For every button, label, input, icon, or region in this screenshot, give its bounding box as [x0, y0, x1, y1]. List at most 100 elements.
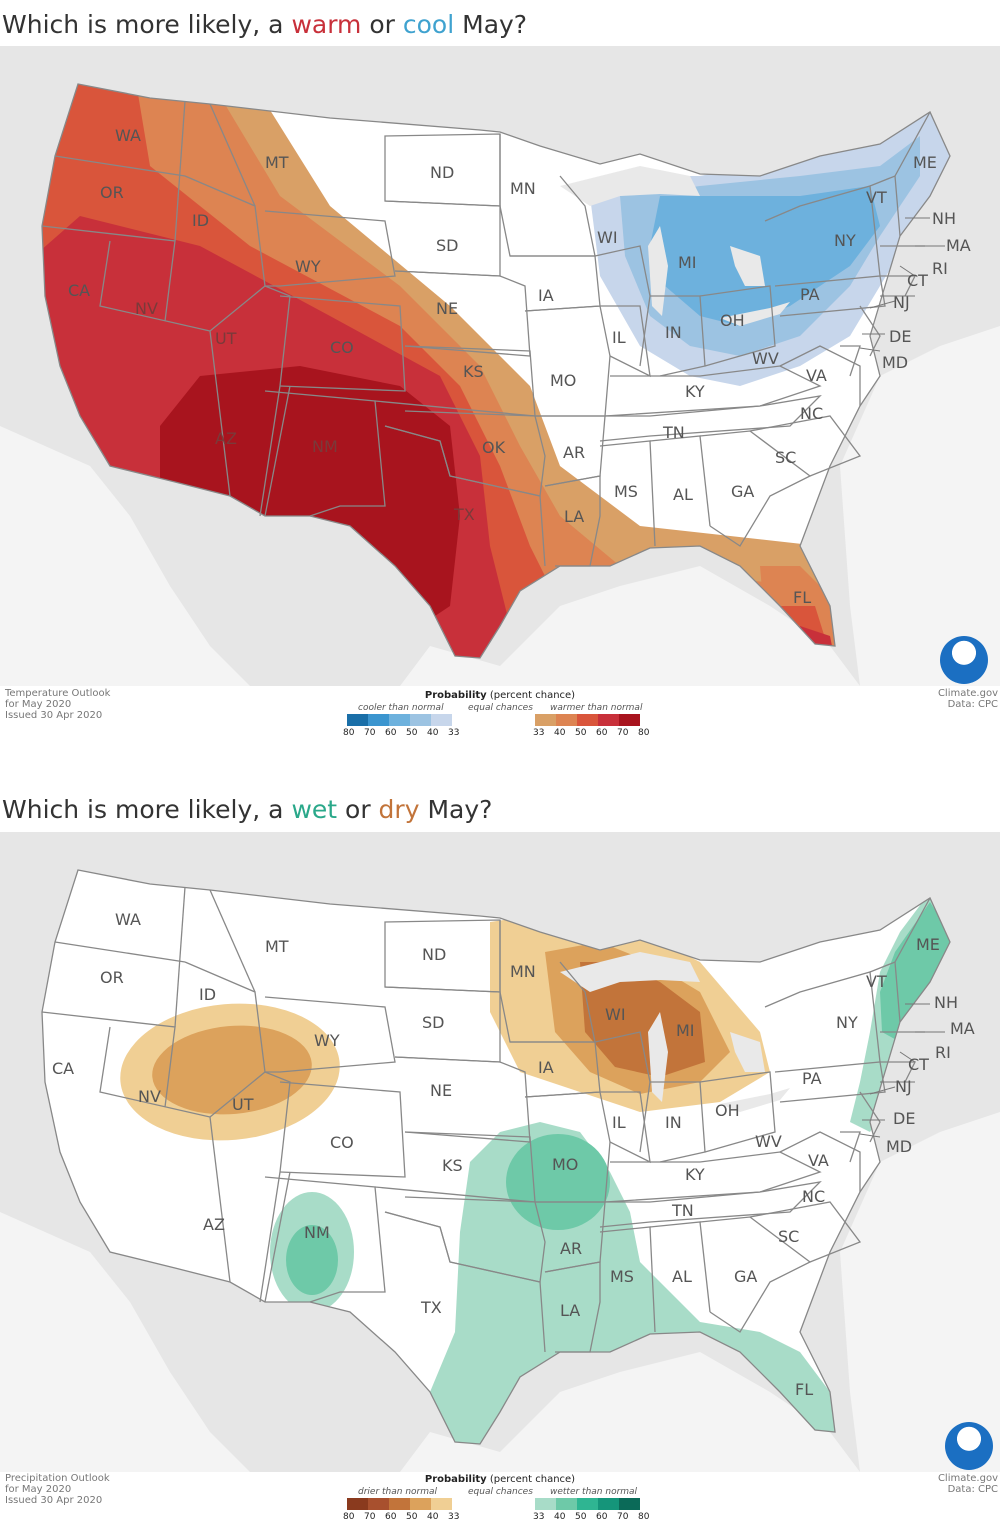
- precipitation-right-swatch: [535, 1498, 556, 1510]
- label-ky: KY: [685, 1165, 705, 1184]
- label-oh: OH: [715, 1101, 740, 1120]
- label-ga: GA: [734, 1267, 757, 1286]
- label-vt: VT: [866, 188, 887, 207]
- precipitation-right-swatch: [619, 1498, 640, 1510]
- legend-title: Probability (percent chance): [340, 690, 660, 701]
- label-tx: TX: [420, 1298, 442, 1317]
- legend-tick: 70: [364, 1512, 376, 1522]
- source-line1: Precipitation Outlook: [5, 1473, 110, 1484]
- temperature-left-swatch: [389, 714, 410, 726]
- label-ut: UT: [232, 1095, 254, 1114]
- label-md: MD: [882, 353, 908, 372]
- state-leader-lines: [859, 217, 945, 352]
- label-wa: WA: [115, 910, 141, 929]
- label-ca: CA: [68, 281, 90, 300]
- label-ny: NY: [836, 1013, 858, 1032]
- label-ny: NY: [834, 231, 856, 250]
- legend-tick: 70: [364, 728, 376, 738]
- legend-dry-colors: [347, 1498, 452, 1510]
- temperature-left-swatch: [347, 714, 368, 726]
- temperature-left-swatch: [410, 714, 431, 726]
- label-az: AZ: [203, 1215, 225, 1234]
- label-nj: NJ: [895, 1077, 912, 1096]
- precipitation-right-swatch: [598, 1498, 619, 1510]
- precipitation-map: WA OR CA NV ID MT WY UT AZ CO NM ND SD N…: [0, 832, 1000, 1472]
- credit-line2: Data: CPC: [947, 699, 998, 710]
- label-de: DE: [893, 1109, 915, 1128]
- label-wv: WV: [755, 1132, 782, 1151]
- legend-tick: 80: [638, 1512, 650, 1522]
- label-nh: NH: [932, 209, 956, 228]
- legend-tick: 33: [533, 728, 545, 738]
- legend-tick: 40: [554, 728, 566, 738]
- label-oh: OH: [720, 311, 745, 330]
- label-ri: RI: [935, 1043, 951, 1062]
- credit-line1: Climate.gov: [937, 1473, 998, 1484]
- label-nh: NH: [934, 993, 958, 1012]
- label-ga: GA: [731, 482, 754, 501]
- label-ar: AR: [563, 443, 585, 462]
- label-nc: NC: [800, 404, 823, 423]
- label-ar: AR: [560, 1239, 582, 1258]
- label-mt: MT: [265, 937, 289, 956]
- legend-tick: 33: [448, 1512, 460, 1522]
- noaa-logo: [945, 1422, 993, 1470]
- label-mo: MO: [550, 371, 576, 390]
- title-suffix: May?: [454, 10, 528, 39]
- state-labels: WA OR CA NV ID MT WY UT AZ CO NM ND SD N…: [52, 910, 975, 1399]
- label-in: IN: [665, 323, 682, 342]
- precipitation-left-swatch: [410, 1498, 431, 1510]
- legend-equal-label: equal chances: [468, 703, 533, 713]
- noaa-logo: [940, 636, 988, 684]
- label-il: IL: [612, 328, 626, 347]
- label-ms: MS: [610, 1267, 634, 1286]
- label-ne: NE: [436, 299, 458, 318]
- temperature-right-swatch: [556, 714, 577, 726]
- credit-line1: Climate.gov: [937, 688, 998, 699]
- legend-warmer-label: warmer than normal: [550, 703, 643, 713]
- label-ri: RI: [932, 259, 948, 278]
- legend-tick: 60: [385, 1512, 397, 1522]
- legend-tick: 33: [448, 728, 460, 738]
- legend-wetter-label: wetter than normal: [550, 1487, 638, 1497]
- temperature-title: Which is more likely, a warm or cool May…: [2, 10, 527, 39]
- lake-erie: [720, 1088, 790, 1112]
- temperature-map: WA OR CA NV ID MT WY UT AZ CO NM ND SD N…: [0, 46, 1000, 686]
- precipitation-credit: Climate.gov Data: CPC: [938, 1473, 998, 1495]
- temperature-right-swatch: [577, 714, 598, 726]
- legend-equal-label: equal chances: [468, 1487, 533, 1497]
- label-il: IL: [612, 1113, 626, 1132]
- temperature-right-swatch: [598, 714, 619, 726]
- label-la: LA: [564, 507, 584, 526]
- label-nm: NM: [312, 437, 338, 456]
- label-de: DE: [889, 327, 911, 346]
- legend-tick: 80: [343, 728, 355, 738]
- state-borders: [41, 83, 951, 659]
- label-wa: WA: [115, 126, 141, 145]
- label-al: AL: [672, 1267, 692, 1286]
- state-borders: [41, 869, 951, 1445]
- label-ca: CA: [52, 1059, 74, 1078]
- temperature-source: Temperature Outlook for May 2020 Issued …: [5, 688, 110, 721]
- label-pa: PA: [802, 1069, 822, 1088]
- lake-superior: [560, 952, 700, 992]
- label-mi: MI: [676, 1021, 695, 1040]
- precipitation-legend: Probability (percent chance) drier than …: [340, 1474, 660, 1530]
- label-nv: NV: [135, 299, 158, 318]
- label-nd: ND: [422, 945, 446, 964]
- label-md: MD: [886, 1137, 912, 1156]
- precipitation-title: Which is more likely, a wet or dry May?: [2, 795, 492, 824]
- legend-tick: 60: [385, 728, 397, 738]
- lake-michigan: [648, 1012, 668, 1102]
- source-line1: Temperature Outlook: [5, 688, 111, 699]
- legend-tick: 50: [406, 1512, 418, 1522]
- label-tn: TN: [662, 423, 685, 442]
- label-wi: WI: [605, 1005, 626, 1024]
- precipitation-map-svg: WA OR CA NV ID MT WY UT AZ CO NM ND SD N…: [0, 832, 1000, 1472]
- lake-huron: [730, 1032, 765, 1072]
- title-mid: or: [361, 10, 403, 39]
- label-nv: NV: [138, 1087, 161, 1106]
- label-nj: NJ: [893, 293, 910, 312]
- legend-title-bold: Probability: [424, 1474, 487, 1485]
- title-prefix: Which is more likely, a: [2, 10, 292, 39]
